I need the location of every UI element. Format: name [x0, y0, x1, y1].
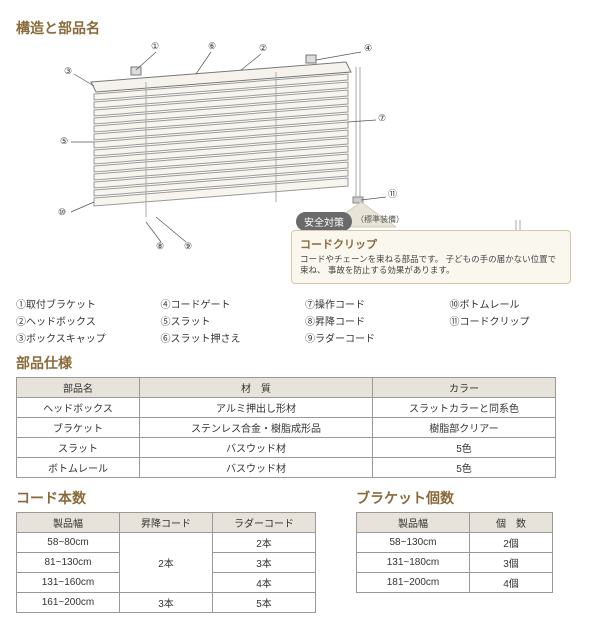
cord-clip-box: コードクリップ コードやチェーンを束ねる部品です。 子どもの手の届かない位置で束… [291, 230, 571, 284]
parts-legend: ①取付ブラケット ④コードゲート ⑦操作コード ⑩ボトムレール ②ヘッドボックス… [16, 296, 584, 345]
callout-3: ③ [64, 67, 72, 76]
legend-item: ⑩ボトムレール [450, 296, 585, 311]
td: アルミ押出し形材 [140, 398, 373, 418]
callout-2: ② [259, 44, 267, 53]
td: 5色 [373, 438, 556, 458]
td: 5色 [373, 458, 556, 478]
td: スラット [17, 438, 140, 458]
td: ブラケット [17, 418, 140, 438]
td: 2本 [213, 533, 316, 553]
legend-item: ⑦操作コード [305, 296, 440, 311]
callout-5: ⑤ [60, 137, 68, 146]
clip-title: コードクリップ [300, 236, 562, 252]
td: 131~160cm [17, 573, 120, 593]
td: 181~200cm [357, 573, 470, 593]
title-brackets: ブラケット個数 [356, 488, 553, 508]
spec-table: 部品名 材 質 カラー ヘッドボックスアルミ押出し形材スラットカラーと同系色 ブ… [16, 377, 556, 478]
legend-item: ⑪コードクリップ [450, 313, 585, 328]
callout-4: ④ [364, 44, 372, 53]
td: バスウッド材 [140, 438, 373, 458]
safety-sub: （標準装備） [356, 214, 404, 225]
legend-item: ⑤スラット [161, 313, 296, 328]
safety-badge: 安全対策 [296, 212, 352, 231]
callout-11: ⑪ [388, 190, 397, 199]
td: 3本 [120, 593, 213, 613]
legend-item: ①取付ブラケット [16, 296, 151, 311]
td: 4本 [213, 573, 316, 593]
td: 2本 [120, 533, 213, 593]
td: バスウッド材 [140, 458, 373, 478]
th: カラー [373, 378, 556, 398]
title-cords: コード本数 [16, 488, 316, 508]
th: 材 質 [140, 378, 373, 398]
title-spec: 部品仕様 [16, 353, 584, 373]
td: 161~200cm [17, 593, 120, 613]
td: 131~180cm [357, 553, 470, 573]
td: 2個 [470, 533, 553, 553]
blind-diagram: ① ⑥ ② ④ ③ ⑤ ⑦ ⑧ ⑨ ⑩ ⑪ 安全対策 （標準装備） コードクリッ… [16, 42, 576, 292]
callout-6: ⑥ [208, 42, 216, 51]
th: 製品幅 [17, 513, 120, 533]
legend-item: ⑨ラダーコード [305, 330, 440, 345]
th: 製品幅 [357, 513, 470, 533]
td: スラットカラーと同系色 [373, 398, 556, 418]
callout-7: ⑦ [378, 114, 386, 123]
th: 個 数 [470, 513, 553, 533]
brackets-table: 製品幅 個 数 58~130cm2個 131~180cm3個 181~200cm… [356, 512, 553, 593]
cords-table: 製品幅 昇降コード ラダーコード 58~80cm 2本 2本 81~130cm3… [16, 512, 316, 613]
callout-9: ⑨ [184, 242, 192, 251]
td: 4個 [470, 573, 553, 593]
th: 昇降コード [120, 513, 213, 533]
legend-item: ④コードゲート [161, 296, 296, 311]
td: ステンレス合金・樹脂成形品 [140, 418, 373, 438]
td: 樹脂部クリアー [373, 418, 556, 438]
callout-1: ① [151, 42, 159, 51]
td: 3個 [470, 553, 553, 573]
legend-item: ⑧昇降コード [305, 313, 440, 328]
td: 5本 [213, 593, 316, 613]
th: ラダーコード [213, 513, 316, 533]
title-structure: 構造と部品名 [16, 18, 584, 38]
td: 81~130cm [17, 553, 120, 573]
clip-text: コードやチェーンを束ねる部品です。 子どもの手の届かない位置で束ね、 事故を防止… [300, 254, 562, 277]
td: 3本 [213, 553, 316, 573]
td: ヘッドボックス [17, 398, 140, 418]
legend-item: ⑥スラット押さえ [161, 330, 296, 345]
legend-item [450, 330, 585, 345]
td: 58~80cm [17, 533, 120, 553]
th: 部品名 [17, 378, 140, 398]
legend-item: ②ヘッドボックス [16, 313, 151, 328]
callout-10: ⑩ [58, 208, 66, 217]
td: ボトムレール [17, 458, 140, 478]
legend-item: ③ボックスキャップ [16, 330, 151, 345]
callout-8: ⑧ [156, 242, 164, 251]
td: 58~130cm [357, 533, 470, 553]
